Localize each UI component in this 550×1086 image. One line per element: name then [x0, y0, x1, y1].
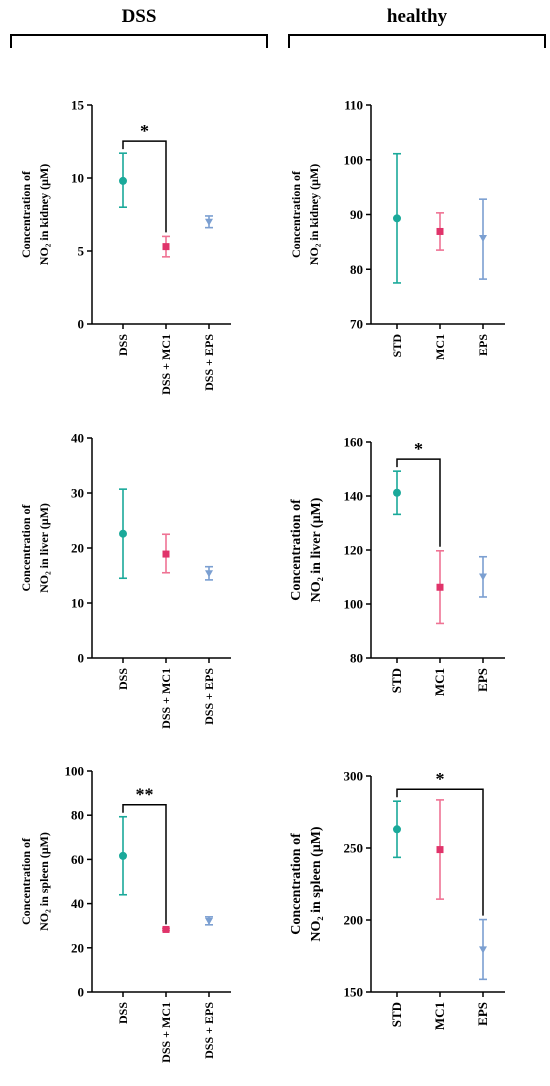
x-category-label: MC1 — [433, 334, 447, 360]
x-category-label: DSS + EPS — [202, 668, 216, 725]
mean-marker-square — [436, 846, 444, 854]
y-tick-label: 110 — [344, 98, 363, 113]
chart-panel-6: 150 200 250 300 Concentration of NO₂ in splee… — [289, 769, 505, 1030]
x-category-label: MC1 — [432, 1002, 447, 1030]
mean-marker-circle — [393, 214, 401, 223]
y-axis-label-line2: NO₂ in liver (μM) — [37, 503, 51, 593]
mean-marker-triangle — [479, 235, 487, 243]
mean-marker-circle — [119, 529, 127, 538]
y-tick-label: 15 — [71, 98, 85, 113]
mean-marker-square — [436, 583, 444, 591]
y-tick-label: 70 — [350, 317, 363, 332]
y-tick-label: 40 — [71, 431, 84, 446]
y-tick-label: 20 — [71, 541, 84, 556]
chart-panel-5: 0 20 40 60 80 100 Concentration of NO₂ in splee… — [19, 764, 231, 1063]
y-tick-label: 10 — [71, 596, 84, 611]
group-title-dss: DSS — [121, 6, 157, 27]
x-category-label: EPS — [476, 334, 490, 356]
x-category-label: DSS + MC1 — [159, 1002, 173, 1063]
y-tick-label: 0 — [78, 985, 85, 1000]
mean-marker-circle — [119, 851, 127, 860]
group-bracket-healthy — [288, 34, 546, 48]
mean-marker-triangle — [479, 946, 487, 954]
chart-panel-1: 0 5 10 15 Concentration of NO₂ in kidney (μM)… — [19, 98, 231, 395]
y-tick-label: 5 — [78, 244, 85, 259]
mean-marker-square — [162, 925, 170, 933]
mean-marker-triangle — [205, 917, 213, 925]
y-tick-label: 60 — [71, 852, 84, 867]
y-tick-label: 30 — [71, 486, 84, 501]
significance-bracket — [122, 803, 167, 925]
y-axis-label-line1: Concentration of — [19, 170, 33, 258]
chart-panel-2: 70 80 90 100 110 Concentration of NO₂ in kidne… — [289, 98, 505, 360]
mean-marker-triangle — [205, 570, 213, 578]
y-axis-label-line1: Concentration of — [289, 170, 303, 258]
y-tick-label: 0 — [78, 317, 85, 332]
mean-marker-square — [162, 243, 170, 251]
y-tick-label: 140 — [344, 489, 364, 504]
chart-panel-4: 80 100 120 140 160 Concentration of NO₂ in liv… — [289, 435, 505, 696]
y-tick-label: 80 — [71, 808, 84, 823]
group-bracket-dss — [10, 34, 268, 48]
y-tick-label: 10 — [71, 171, 84, 186]
y-axis-label-line2: NO₂ in kidney (μM) — [37, 164, 51, 265]
x-category-label: DSS + EPS — [202, 334, 216, 391]
mean-marker-triangle — [479, 573, 487, 581]
y-tick-label: 90 — [350, 207, 363, 222]
y-tick-label: 40 — [71, 896, 84, 911]
group-title-healthy: healthy — [386, 6, 448, 27]
mean-marker-square — [436, 227, 444, 235]
x-category-label: DSS — [116, 1002, 130, 1024]
x-category-label: DSS — [116, 334, 130, 356]
y-tick-label: 20 — [71, 940, 84, 955]
mean-marker-circle — [393, 825, 401, 834]
y-axis-label-line1: Concentration of — [289, 499, 304, 601]
y-axis-label-line1: Concentration of — [19, 504, 33, 592]
y-tick-label: 100 — [65, 764, 85, 779]
x-category-label: DSS + EPS — [202, 1002, 216, 1059]
x-category-label: DSS — [116, 668, 130, 690]
y-tick-label: 100 — [344, 597, 364, 612]
x-category-label: DSS + MC1 — [159, 668, 173, 729]
y-tick-label: 250 — [344, 841, 364, 856]
x-category-label: DSS + MC1 — [159, 334, 173, 395]
mean-marker-triangle — [205, 218, 213, 226]
significance-marker: ** — [136, 785, 154, 805]
y-tick-label: 120 — [344, 543, 364, 558]
mean-marker-square — [162, 550, 170, 558]
x-category-label: STD — [389, 668, 404, 693]
y-tick-label: 100 — [344, 152, 364, 167]
significance-marker: * — [414, 439, 423, 459]
y-axis-label-line1: Concentration of — [19, 837, 33, 925]
x-category-label: MC1 — [432, 668, 447, 696]
y-tick-label: 0 — [78, 651, 85, 666]
y-axis-label-line2: NO₂ in kidney (μM) — [307, 164, 321, 265]
x-category-label: STD — [390, 334, 404, 358]
x-category-label: EPS — [475, 668, 490, 692]
significance-bracket — [396, 458, 441, 547]
y-tick-label: 200 — [344, 913, 364, 928]
y-tick-label: 80 — [350, 651, 363, 666]
x-category-label: EPS — [475, 1002, 490, 1026]
mean-marker-circle — [119, 176, 127, 185]
y-tick-label: 150 — [344, 985, 364, 1000]
significance-marker: * — [140, 121, 149, 141]
y-axis-label-line2: NO₂ in liver (μM) — [309, 497, 324, 602]
y-tick-label: 80 — [350, 262, 363, 277]
significance-bracket — [122, 140, 167, 233]
x-category-label: STD — [389, 1002, 404, 1027]
significance-bracket — [396, 788, 484, 916]
y-tick-label: 300 — [344, 769, 364, 784]
mean-marker-circle — [393, 488, 401, 497]
chart-panel-3: 0 10 20 30 40 Concentration of NO₂ in liver (μ… — [19, 431, 231, 729]
y-axis-label-line2: NO₂ in spleen (μM) — [309, 826, 324, 942]
y-axis-label-line1: Concentration of — [289, 833, 304, 935]
y-axis-label-line2: NO₂ in spleen (μM) — [37, 832, 51, 931]
y-tick-label: 160 — [344, 435, 364, 450]
significance-marker: * — [436, 769, 445, 789]
